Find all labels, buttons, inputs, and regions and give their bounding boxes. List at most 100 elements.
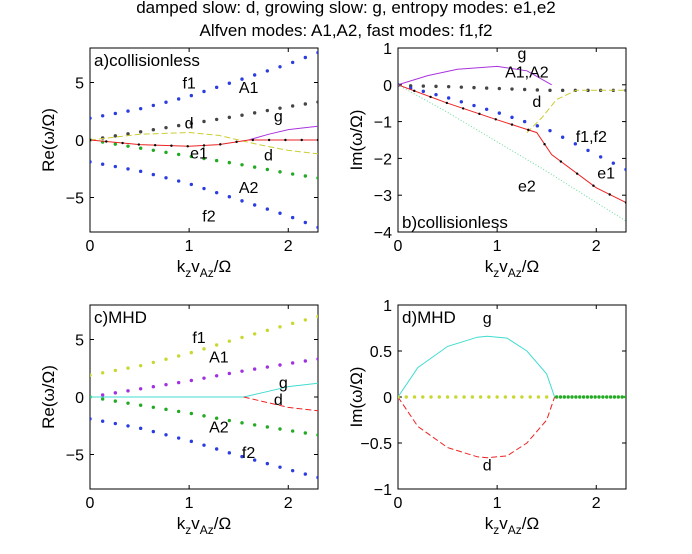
point-A2 bbox=[240, 163, 244, 167]
point-f1 bbox=[240, 335, 244, 340]
point-A2 bbox=[151, 148, 156, 152]
marker-e1 bbox=[608, 193, 611, 196]
point-f1 bbox=[151, 103, 156, 108]
point-A2 bbox=[164, 150, 168, 155]
y-axis-label: Re(ω/Ω) bbox=[39, 365, 58, 429]
point-f2 bbox=[100, 162, 105, 166]
x-tick-label: 1 bbox=[493, 238, 502, 255]
x-tick-label: 2 bbox=[592, 238, 601, 255]
point-A2 bbox=[278, 170, 282, 174]
x-axis-label-part: Az bbox=[508, 266, 522, 280]
panel-d: 0 1 2 −1 −0.5 0 0.5 1 kzvAz/Ω Im(ω/Ω) g d d)MHD bbox=[347, 298, 627, 537]
point-A1 bbox=[497, 86, 502, 91]
point-A1 bbox=[303, 102, 308, 106]
point-A2 bbox=[176, 409, 181, 414]
point-f2 bbox=[202, 443, 206, 447]
point-A1 bbox=[138, 130, 143, 134]
x-axis-label-part: v bbox=[191, 514, 200, 533]
point-A2 bbox=[189, 154, 194, 159]
point-A2 bbox=[227, 160, 232, 165]
curve-label-g: g bbox=[274, 109, 283, 126]
series-group bbox=[398, 335, 626, 459]
point-A1 bbox=[126, 132, 130, 136]
point-A bbox=[554, 395, 559, 399]
point-A2 bbox=[252, 165, 257, 169]
point-A bbox=[624, 395, 626, 399]
point-f1 bbox=[265, 69, 270, 73]
point-f bbox=[495, 395, 499, 399]
point-f2 bbox=[316, 475, 318, 480]
point-f1 bbox=[252, 73, 257, 77]
point-A1 bbox=[624, 88, 626, 93]
point-f2 bbox=[100, 419, 105, 423]
point-f1 bbox=[290, 321, 295, 326]
point-A2 bbox=[202, 414, 206, 418]
point-A1 bbox=[278, 363, 282, 367]
point-A2 bbox=[265, 167, 270, 172]
point-f bbox=[536, 395, 541, 399]
x-tick-label: 0 bbox=[86, 495, 95, 512]
point-f2 bbox=[252, 458, 257, 462]
point-f2 bbox=[240, 454, 244, 459]
point-A2 bbox=[151, 405, 156, 409]
point-f1 bbox=[113, 111, 118, 116]
point-A bbox=[585, 395, 590, 399]
point-A2 bbox=[265, 425, 270, 429]
point-f2 bbox=[164, 176, 168, 180]
point-f1 bbox=[598, 155, 603, 159]
point-f1 bbox=[189, 93, 194, 98]
point-f2 bbox=[265, 461, 270, 466]
point-f2 bbox=[90, 417, 92, 421]
panel-title: c)MHD bbox=[94, 308, 147, 327]
marker-e1 bbox=[300, 138, 303, 142]
point-f2 bbox=[265, 207, 270, 211]
curve-label-f1-f2: f1,f2 bbox=[576, 129, 607, 146]
point-f1 bbox=[278, 65, 282, 69]
point-f2 bbox=[126, 424, 130, 428]
x-tick-label: 1 bbox=[185, 495, 194, 512]
x-axis-label-part: v bbox=[499, 514, 508, 533]
point-f1 bbox=[227, 81, 232, 85]
point-A2 bbox=[176, 152, 181, 157]
x-axis-label-part: Az bbox=[200, 266, 214, 280]
panel-title: a)collisionless bbox=[94, 51, 200, 70]
axes-box bbox=[397, 47, 627, 233]
point-A1 bbox=[227, 115, 232, 120]
point-A1 bbox=[265, 365, 270, 369]
point-A1 bbox=[176, 123, 181, 128]
point-A1 bbox=[522, 87, 527, 92]
point-A1 bbox=[113, 134, 118, 138]
point-f bbox=[412, 395, 417, 399]
point-f2 bbox=[126, 167, 130, 171]
point-A2 bbox=[164, 407, 168, 412]
curve-label-d: d bbox=[274, 392, 283, 409]
marker-e1 bbox=[316, 138, 318, 142]
figure-title-line-1: damped slow: d, growing slow: g, entropy… bbox=[136, 0, 556, 17]
point-A2 bbox=[100, 397, 105, 401]
point-A1 bbox=[240, 113, 244, 117]
point-f1 bbox=[522, 119, 527, 124]
x-tick-label: 0 bbox=[394, 495, 403, 512]
curve-label-d: d bbox=[483, 458, 492, 475]
point-A2 bbox=[113, 399, 118, 403]
point-f1 bbox=[240, 77, 244, 81]
curve-label-e2: e2 bbox=[518, 179, 536, 196]
marker-e1 bbox=[105, 140, 108, 143]
point-f bbox=[462, 395, 466, 399]
point-f bbox=[398, 395, 400, 399]
point-f2 bbox=[303, 220, 308, 225]
curve-label-d: d bbox=[185, 116, 194, 133]
x-tick-label: 0 bbox=[86, 238, 95, 255]
x-axis-label-part: /Ω bbox=[522, 257, 539, 276]
point-f1 bbox=[624, 167, 626, 172]
curve-label-A1: A1 bbox=[209, 350, 229, 367]
marker-e1 bbox=[90, 138, 92, 142]
curve-label-g: g bbox=[279, 375, 288, 392]
point-f1 bbox=[164, 357, 168, 361]
point-f1 bbox=[446, 96, 451, 100]
marker-e1 bbox=[445, 101, 449, 105]
point-A2 bbox=[303, 431, 308, 435]
marker-e1 bbox=[284, 138, 287, 142]
x-tick-label: 0 bbox=[394, 238, 403, 255]
